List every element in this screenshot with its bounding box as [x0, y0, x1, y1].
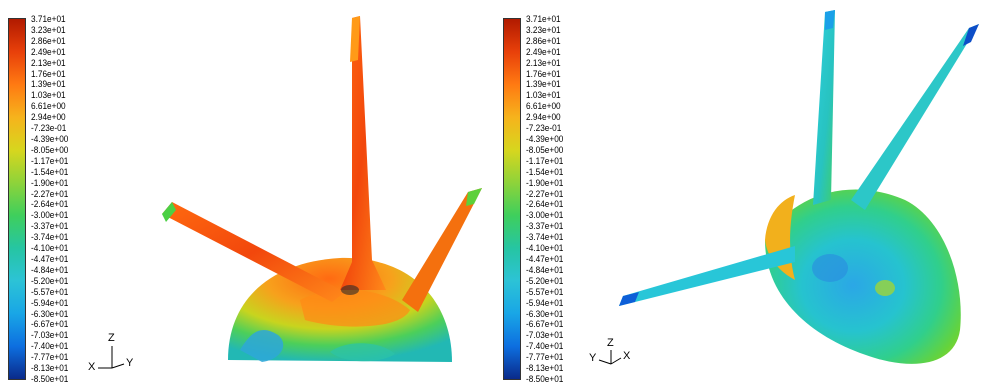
colorbar-tick-label: -7.23e-01 — [526, 122, 562, 134]
colorbar-tick-label: 1.03e+01 — [31, 89, 66, 101]
right-rotor-model — [619, 10, 979, 364]
colorbar-tick-label: 1.76e+01 — [31, 67, 66, 79]
colorbar-tick-label: -5.94e+01 — [526, 296, 564, 308]
colorbar-tick-label: -3.00e+01 — [31, 209, 69, 221]
right-contour-view: 3.71e+01 3.23e+01 2.86e+01 2.49e+01 2.13e+01… — [495, 0, 985, 389]
colorbar-tick-label: -3.00e+01 — [526, 209, 564, 221]
axis-label-y: Y — [589, 352, 597, 364]
right-blade-top — [813, 10, 835, 205]
colorbar-tick-label: -8.05e+00 — [31, 143, 69, 155]
left-blade-top — [340, 16, 386, 290]
colorbar-tick-label: -5.57e+01 — [526, 285, 564, 297]
colorbar-tick-label: 1.03e+01 — [526, 89, 561, 101]
colorbar-tick-label: -6.67e+01 — [31, 318, 69, 330]
colorbar-tick-label: -4.10e+01 — [31, 242, 69, 254]
colorbar-tick-label: -1.90e+01 — [31, 176, 69, 188]
colorbar-tick-label: 3.23e+01 — [526, 23, 561, 35]
right-colorbar — [503, 18, 521, 380]
colorbar-tick-label: -8.50e+01 — [526, 373, 564, 384]
colorbar-tick-label: -6.30e+01 — [526, 307, 564, 319]
colorbar-tick-label: -7.23e-01 — [31, 122, 67, 134]
colorbar-tick-label: 3.71e+01 — [526, 13, 561, 24]
left-contour-view: 3.71e+01 3.23e+01 2.86e+01 2.49e+01 2.13e+01… — [0, 0, 490, 389]
colorbar-tick-label: 6.61e+00 — [526, 100, 561, 112]
colorbar-tick-label: -7.77e+01 — [31, 351, 69, 363]
colorbar-tick-label: 3.23e+01 — [31, 23, 66, 35]
colorbar-tick-label: -2.64e+01 — [526, 198, 564, 210]
axis-label-z: Z — [607, 337, 614, 349]
colorbar-tick-label: -8.05e+00 — [526, 143, 564, 155]
colorbar-tick-label: -5.20e+01 — [526, 274, 564, 286]
colorbar-tick-label: -4.39e+00 — [526, 133, 564, 144]
colorbar-tick-label: 2.13e+01 — [526, 56, 561, 68]
colorbar-tick-label: -8.13e+01 — [31, 362, 69, 374]
colorbar-tick-label: 1.76e+01 — [526, 67, 561, 79]
colorbar-tick-label: -2.27e+01 — [526, 187, 564, 199]
left-blade-left — [162, 202, 345, 302]
colorbar-tick-label: 2.49e+01 — [31, 45, 66, 57]
colorbar-tick-label: -7.03e+01 — [31, 329, 69, 341]
colorbar-tick-label: -5.57e+01 — [31, 285, 69, 297]
right-hub — [765, 189, 961, 364]
colorbar-tick-label: -4.10e+01 — [526, 242, 564, 254]
left-colorbar — [8, 18, 26, 380]
right-blade-right — [851, 24, 979, 210]
colorbar-tick-label: 1.39e+01 — [526, 78, 561, 90]
axis-label-z: Z — [108, 332, 115, 344]
colorbar-tick-label: 2.94e+00 — [31, 111, 66, 123]
colorbar-tick-label: -8.50e+01 — [31, 373, 69, 384]
axis-label-x: X — [623, 350, 631, 362]
colorbar-tick-label: -2.64e+01 — [31, 198, 69, 210]
left-colorbar-labels: 3.71e+01 3.23e+01 2.86e+01 2.49e+01 2.13e+01… — [31, 13, 101, 384]
colorbar-tick-label: -5.94e+01 — [31, 296, 69, 308]
colorbar-tick-label: -4.47e+01 — [526, 253, 564, 264]
left-blade-right — [402, 188, 482, 312]
colorbar-tick-label: -1.54e+01 — [526, 165, 564, 177]
colorbar-tick-label: -8.13e+01 — [526, 362, 564, 374]
colorbar-tick-label: -7.77e+01 — [526, 351, 564, 363]
colorbar-tick-label: 2.86e+01 — [31, 34, 66, 46]
colorbar-tick-label: -7.40e+01 — [31, 340, 69, 352]
colorbar-tick-label: -3.37e+01 — [31, 220, 69, 232]
colorbar-tick-label: -1.90e+01 — [526, 176, 564, 188]
colorbar-tick-label: -4.39e+00 — [31, 133, 69, 144]
colorbar-tick-label: -6.67e+01 — [526, 318, 564, 330]
colorbar-tick-label: -1.54e+01 — [31, 165, 69, 177]
colorbar-tick-label: -4.84e+01 — [526, 263, 564, 275]
colorbar-tick-label: -4.84e+01 — [31, 263, 69, 275]
colorbar-tick-label: -5.20e+01 — [31, 274, 69, 286]
right-colorbar-labels: 3.71e+01 3.23e+01 2.86e+01 2.49e+01 2.13e+01… — [526, 13, 596, 384]
colorbar-tick-label: -3.74e+01 — [526, 231, 564, 243]
colorbar-tick-label: -3.37e+01 — [526, 220, 564, 232]
colorbar-tick-label: -1.17e+01 — [31, 154, 69, 166]
left-axis-triad: Z X Y — [88, 328, 138, 378]
right-axis-triad: Z Y X — [589, 336, 639, 380]
axis-label-x: X — [88, 361, 96, 373]
colorbar-tick-label: 6.61e+00 — [31, 100, 66, 112]
colorbar-tick-label: -1.17e+01 — [526, 154, 564, 166]
colorbar-tick-label: -7.03e+01 — [526, 329, 564, 341]
right-blade-left — [619, 246, 795, 306]
colorbar-tick-label: -6.30e+01 — [31, 307, 69, 319]
colorbar-tick-label: -7.40e+01 — [526, 340, 564, 352]
colorbar-tick-label: 2.13e+01 — [31, 56, 66, 68]
colorbar-tick-label: 2.94e+00 — [526, 111, 561, 123]
axis-label-y: Y — [126, 357, 134, 369]
colorbar-tick-label: 3.71e+01 — [31, 13, 66, 24]
left-rotor-model — [162, 16, 482, 362]
colorbar-tick-label: -3.74e+01 — [31, 231, 69, 243]
colorbar-tick-label: -2.27e+01 — [31, 187, 69, 199]
colorbar-tick-label: -4.47e+01 — [31, 253, 69, 264]
colorbar-tick-label: 1.39e+01 — [31, 78, 66, 90]
colorbar-tick-label: 2.86e+01 — [526, 34, 561, 46]
colorbar-tick-label: 2.49e+01 — [526, 45, 561, 57]
